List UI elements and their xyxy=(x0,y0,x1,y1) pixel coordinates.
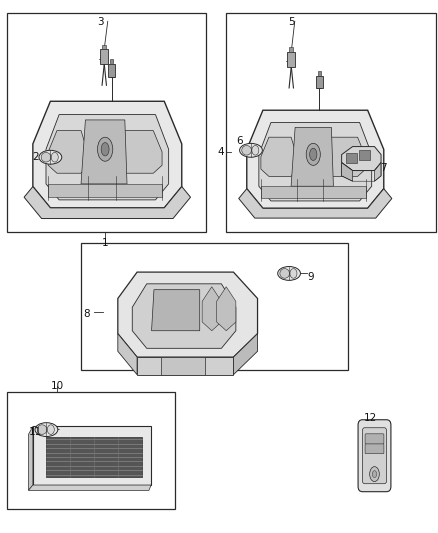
Polygon shape xyxy=(48,184,162,197)
Polygon shape xyxy=(137,357,233,375)
Text: 3: 3 xyxy=(97,18,104,27)
Text: 4: 4 xyxy=(218,147,225,157)
Polygon shape xyxy=(239,189,392,218)
Polygon shape xyxy=(247,110,384,208)
Polygon shape xyxy=(374,163,381,181)
Polygon shape xyxy=(216,287,236,330)
Ellipse shape xyxy=(280,269,290,278)
Polygon shape xyxy=(46,115,169,200)
Polygon shape xyxy=(323,137,366,176)
Polygon shape xyxy=(24,187,191,219)
Bar xyxy=(102,45,106,49)
Ellipse shape xyxy=(372,471,377,478)
Bar xyxy=(289,47,293,52)
Polygon shape xyxy=(28,426,33,490)
Polygon shape xyxy=(291,127,333,186)
Polygon shape xyxy=(233,334,258,375)
FancyBboxPatch shape xyxy=(365,443,384,454)
Bar xyxy=(7,392,175,509)
Polygon shape xyxy=(28,485,151,490)
Polygon shape xyxy=(33,426,151,485)
Ellipse shape xyxy=(240,143,262,157)
Polygon shape xyxy=(46,437,142,477)
Ellipse shape xyxy=(101,142,109,156)
Bar xyxy=(108,64,115,77)
Ellipse shape xyxy=(39,150,62,164)
Bar xyxy=(100,49,108,64)
Text: 2: 2 xyxy=(32,152,39,162)
Bar xyxy=(7,13,206,232)
Ellipse shape xyxy=(306,143,320,165)
Polygon shape xyxy=(202,287,222,330)
Bar xyxy=(81,243,348,370)
Polygon shape xyxy=(359,150,370,160)
Text: 6: 6 xyxy=(237,136,244,146)
Text: 8: 8 xyxy=(83,310,90,319)
Text: 1: 1 xyxy=(102,238,109,247)
Polygon shape xyxy=(118,272,258,357)
Polygon shape xyxy=(261,186,366,198)
Text: 7: 7 xyxy=(380,163,387,173)
Polygon shape xyxy=(152,290,200,330)
Polygon shape xyxy=(342,147,381,171)
Text: 9: 9 xyxy=(307,272,314,282)
Bar xyxy=(110,59,113,64)
Ellipse shape xyxy=(252,146,259,155)
Bar xyxy=(287,52,295,67)
Text: 10: 10 xyxy=(50,382,64,391)
Polygon shape xyxy=(161,357,205,375)
Polygon shape xyxy=(342,163,353,181)
Ellipse shape xyxy=(242,146,251,155)
FancyBboxPatch shape xyxy=(365,434,384,444)
Ellipse shape xyxy=(35,423,58,437)
Polygon shape xyxy=(118,334,137,375)
Ellipse shape xyxy=(310,148,317,160)
Ellipse shape xyxy=(97,137,113,161)
Polygon shape xyxy=(48,131,88,173)
FancyBboxPatch shape xyxy=(362,427,387,484)
Bar xyxy=(318,71,321,76)
Ellipse shape xyxy=(37,425,47,434)
Polygon shape xyxy=(116,131,162,173)
Bar xyxy=(316,76,322,88)
Polygon shape xyxy=(33,101,182,208)
Bar xyxy=(226,13,436,232)
Ellipse shape xyxy=(47,425,54,434)
Ellipse shape xyxy=(51,152,58,162)
Polygon shape xyxy=(261,137,297,176)
Ellipse shape xyxy=(41,152,51,162)
Text: 12: 12 xyxy=(364,414,377,423)
Polygon shape xyxy=(346,153,357,163)
Polygon shape xyxy=(259,123,372,201)
Text: 5: 5 xyxy=(288,18,295,27)
Ellipse shape xyxy=(278,266,300,280)
Ellipse shape xyxy=(290,269,297,278)
Polygon shape xyxy=(81,120,127,184)
Polygon shape xyxy=(132,284,236,349)
FancyBboxPatch shape xyxy=(358,420,391,491)
Ellipse shape xyxy=(370,467,379,482)
Text: 11: 11 xyxy=(29,427,42,437)
